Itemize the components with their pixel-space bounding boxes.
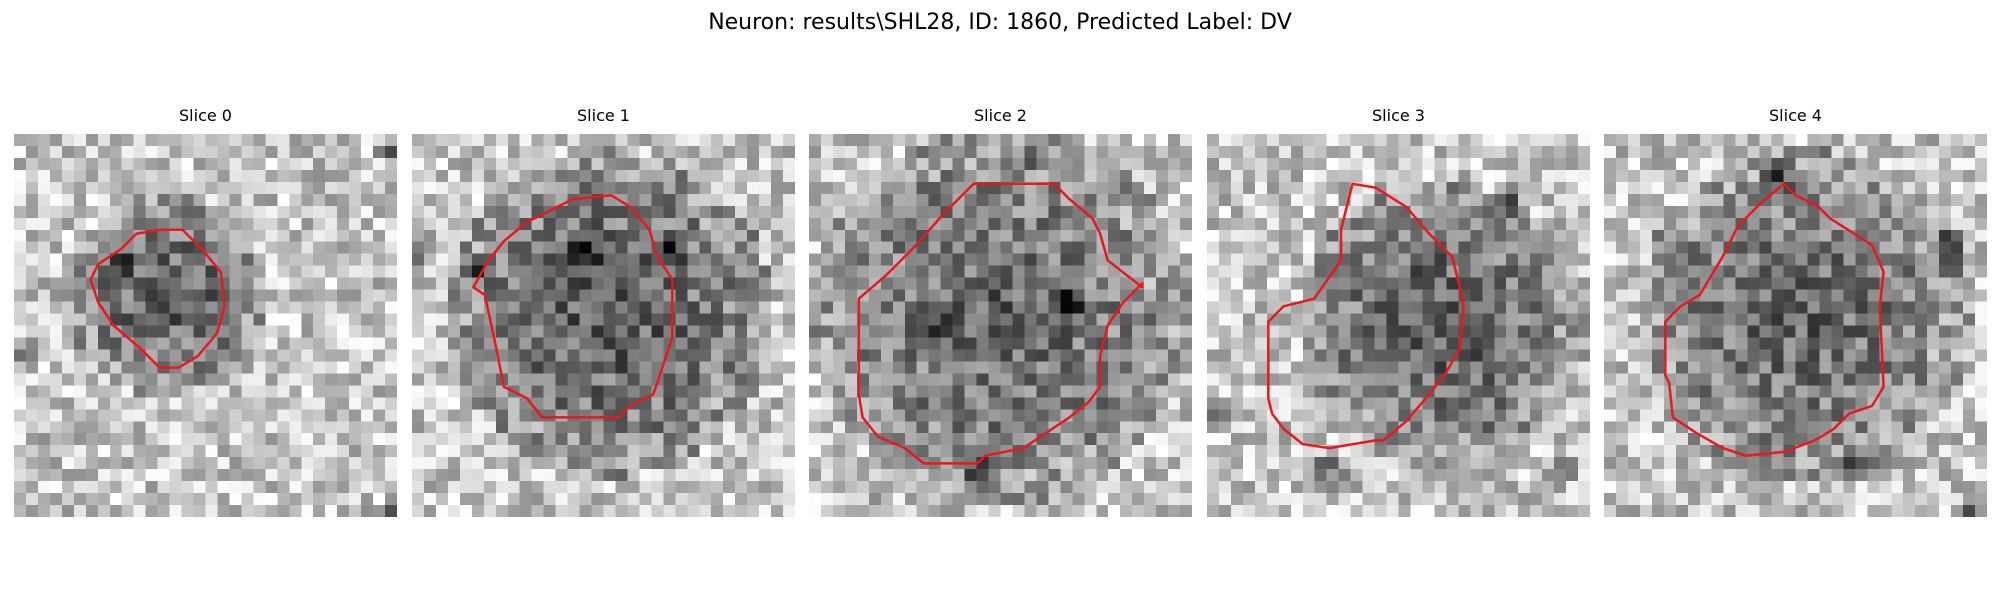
slice-panel: Slice 3	[1207, 106, 1590, 517]
slice-title: Slice 2	[974, 106, 1027, 125]
figure-title: Neuron: results\SHL28, ID: 1860, Predict…	[708, 10, 1292, 35]
slice-panel: Slice 2	[809, 106, 1192, 517]
roi-contour-overlay	[1664, 182, 1885, 457]
roi-contour-overlay	[472, 194, 674, 419]
slice-title: Slice 0	[179, 106, 232, 125]
slice-panel: Slice 1	[412, 106, 795, 517]
slice-image	[412, 134, 795, 517]
roi-contour	[89, 228, 226, 369]
slice-title: Slice 4	[1769, 106, 1822, 125]
roi-contour	[1267, 182, 1465, 450]
slice-panel: Slice 4	[1604, 106, 1987, 517]
roi-contour	[857, 182, 1144, 465]
roi-contour-overlay	[1267, 182, 1465, 450]
slice-image	[1207, 134, 1590, 517]
slice-panel: Slice 0	[14, 106, 397, 517]
roi-contour-overlay	[857, 182, 1144, 465]
roi-contour-overlay	[89, 228, 226, 369]
roi-contour	[1664, 182, 1885, 457]
roi-contour	[472, 194, 674, 419]
slice-title: Slice 1	[577, 106, 630, 125]
slice-image	[14, 134, 397, 517]
slice-image	[1604, 134, 1987, 517]
slice-title: Slice 3	[1372, 106, 1425, 125]
